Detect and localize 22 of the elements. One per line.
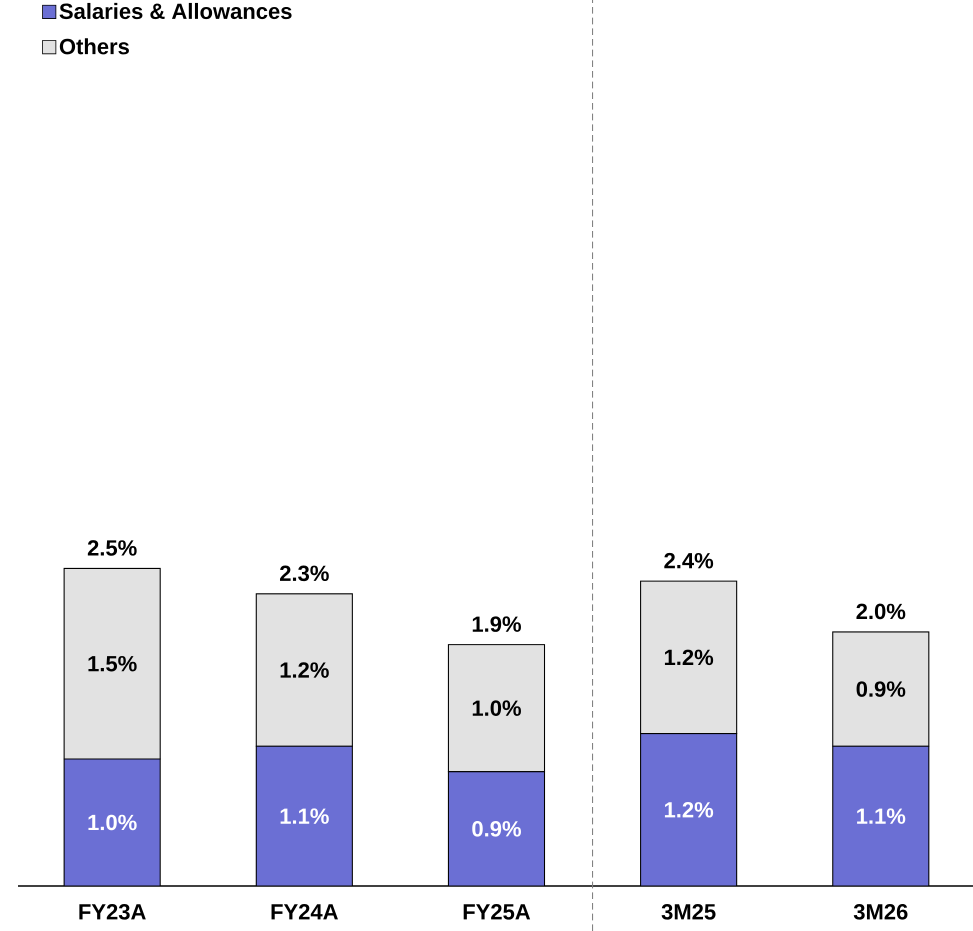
data-label: 0.9% <box>472 821 521 837</box>
legend-label: Salaries & Allowances <box>60 2 292 20</box>
data-label: 1.0% <box>88 814 137 830</box>
data-label: 1.2% <box>280 662 329 678</box>
data-label: 1.0% <box>472 700 521 716</box>
total-label: 2.0% <box>856 604 906 620</box>
x-tick-label: FY23A <box>79 904 146 920</box>
total-label: 1.9% <box>472 616 521 632</box>
x-tick-label: FY24A <box>272 904 338 920</box>
x-tick-label: 3M26 <box>854 904 908 920</box>
legend-label: Others <box>60 38 129 54</box>
data-label: 1.1% <box>280 808 329 824</box>
data-label: 1.2% <box>664 802 714 818</box>
total-label: 2.3% <box>280 566 329 582</box>
data-label: 1.5% <box>88 656 137 672</box>
data-label: 0.9% <box>856 681 906 697</box>
data-label: 1.1% <box>857 808 906 824</box>
total-label: 2.4% <box>664 552 714 568</box>
data-label: 1.2% <box>664 650 714 666</box>
x-tick-label: 3M25 <box>662 904 716 920</box>
total-label: 2.5% <box>88 540 137 556</box>
x-tick-label: FY25A <box>464 904 530 920</box>
